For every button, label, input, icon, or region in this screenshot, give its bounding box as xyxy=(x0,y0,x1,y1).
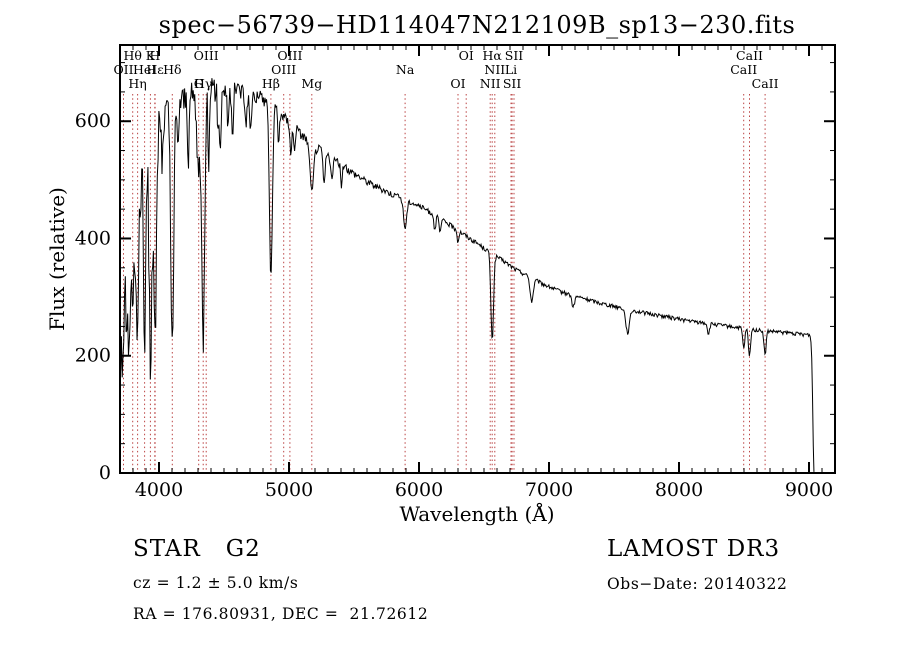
obs-date-value: Obs−Date: 20140322 xyxy=(607,575,788,593)
line-marker-label: SII xyxy=(505,48,524,63)
line-marker-label: H xyxy=(149,48,160,63)
line-marker-label: OI xyxy=(450,76,465,91)
y-tick-label: 400 xyxy=(75,227,111,249)
line-marker-label: Mg xyxy=(301,76,322,91)
x-axis-label: Wavelength (Å) xyxy=(399,501,554,526)
line-marker-label: Hγ xyxy=(194,76,212,91)
survey-label: LAMOST DR3 xyxy=(607,536,781,562)
line-marker-label: OI xyxy=(459,48,474,63)
line-marker-label: Hα xyxy=(483,48,503,63)
line-marker-label: SII xyxy=(503,76,522,91)
x-tick-label: 9000 xyxy=(785,479,833,501)
line-marker-label: Hε xyxy=(146,62,163,77)
line-marker-label: NII xyxy=(480,76,501,91)
line-marker-label: OIII xyxy=(271,62,296,77)
line-marker-label: K xyxy=(146,48,156,63)
x-tick-label: 6000 xyxy=(395,479,443,501)
line-marker-label: CaII xyxy=(752,76,779,91)
spectrum-trace xyxy=(120,78,815,472)
coordinates-value: RA = 176.80931, DEC = 21.72612 xyxy=(133,605,429,623)
x-tick-label: 8000 xyxy=(655,479,703,501)
x-tick-label: 7000 xyxy=(525,479,573,501)
y-tick-label: 200 xyxy=(75,345,111,367)
cz-value: cz = 1.2 ± 5.0 km/s xyxy=(133,574,299,592)
x-tick-label: 4000 xyxy=(135,479,183,501)
line-marker-label: Na xyxy=(396,62,415,77)
x-tick-label: 5000 xyxy=(265,479,313,501)
line-marker-label: Hβ xyxy=(262,76,280,91)
line-marker-label: G xyxy=(194,76,204,91)
line-marker-label: OII xyxy=(113,62,133,77)
line-marker-label: OIII xyxy=(194,48,219,63)
line-marker-label: Hδ xyxy=(163,62,181,77)
line-marker-label: CaII xyxy=(736,48,763,63)
line-marker-label: Hθ xyxy=(123,48,141,63)
y-axis-label: Flux (relative) xyxy=(45,187,69,331)
y-tick-label: 0 xyxy=(99,462,111,484)
y-tick-label: 600 xyxy=(75,110,111,132)
plot-title: spec−56739−HD114047N212109B_sp13−230.fit… xyxy=(159,11,796,39)
spectrum-chart: spec−56739−HD114047N212109B_sp13−230.fit… xyxy=(45,11,836,526)
plot-generated-layer: OIIHθHηHeIKHHεHδGHγOIIIHβOIIIOIIIMgNaOIO… xyxy=(75,44,836,501)
object-class-label: STAR G2 xyxy=(133,536,261,562)
line-marker-label: CaII xyxy=(730,62,757,77)
plot-frame xyxy=(119,44,836,474)
line-marker-label: HeI xyxy=(133,62,156,77)
line-marker-label: Li xyxy=(505,62,517,77)
line-marker-label: Hη xyxy=(128,76,146,91)
line-marker-label: NII xyxy=(484,62,505,77)
